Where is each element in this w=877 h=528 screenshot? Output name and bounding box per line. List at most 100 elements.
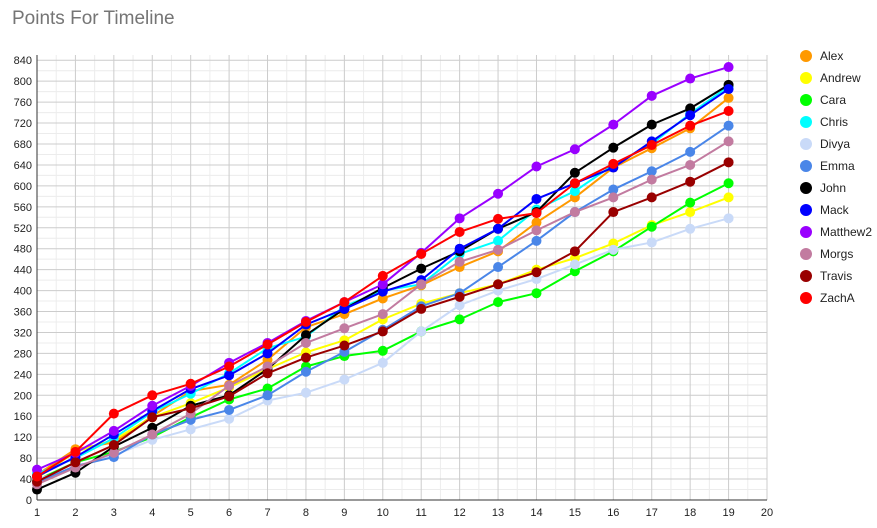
legend-swatch <box>800 248 812 260</box>
legend-item-chris: Chris <box>800 115 848 129</box>
data-point-morgs <box>416 279 427 290</box>
data-point-morgs <box>454 256 465 267</box>
data-point-zacha <box>185 378 196 389</box>
data-point-andrew <box>685 207 696 218</box>
data-point-matthew2 <box>531 161 542 172</box>
data-point-zacha <box>454 226 465 237</box>
legend-item-travis: Travis <box>800 269 852 283</box>
data-point-morgs <box>147 429 158 440</box>
data-point-john <box>608 142 619 153</box>
legend-swatch <box>800 204 812 216</box>
data-point-travis <box>300 352 311 363</box>
data-point-morgs <box>531 225 542 236</box>
data-point-travis <box>685 176 696 187</box>
x-tick-label: 14 <box>530 507 542 519</box>
legend-label: Mack <box>820 203 850 217</box>
legend-label: Morgs <box>820 247 853 261</box>
y-tick-label: 80 <box>20 453 32 465</box>
data-point-travis <box>723 157 734 168</box>
y-tick-label: 280 <box>14 348 32 360</box>
legend-item-divya: Divya <box>800 137 850 151</box>
data-point-emma <box>685 146 696 157</box>
x-tick-label: 17 <box>646 507 658 519</box>
data-point-morgs <box>377 309 388 320</box>
data-point-travis <box>224 391 235 402</box>
data-point-emma <box>224 404 235 415</box>
legend-swatch <box>800 94 812 106</box>
y-tick-label: 440 <box>14 265 32 277</box>
data-point-zacha <box>646 140 657 151</box>
legend-label: John <box>820 181 846 195</box>
y-tick-label: 800 <box>14 76 32 88</box>
x-tick-label: 8 <box>303 507 309 519</box>
legend-swatch <box>800 160 812 172</box>
data-point-matthew2 <box>608 119 619 130</box>
data-point-mack <box>493 223 504 234</box>
legend-label: Cara <box>820 93 846 107</box>
data-point-cara <box>454 314 465 325</box>
data-point-matthew2 <box>569 144 580 155</box>
series-lines <box>32 62 734 495</box>
legend-label: Travis <box>820 269 852 283</box>
y-tick-label: 0 <box>26 495 32 507</box>
legend-swatch <box>800 50 812 62</box>
data-point-zacha <box>723 106 734 117</box>
data-point-andrew <box>723 192 734 203</box>
data-point-morgs <box>608 192 619 203</box>
data-point-matthew2 <box>723 62 734 73</box>
x-tick-label: 15 <box>569 507 581 519</box>
legend-label: Alex <box>820 49 843 63</box>
data-point-mack <box>531 193 542 204</box>
data-point-emma <box>262 390 273 401</box>
legend-item-andrew: Andrew <box>800 71 861 85</box>
data-point-zacha <box>32 471 42 482</box>
x-tick-label: 6 <box>226 507 232 519</box>
y-tick-label: 840 <box>14 55 32 67</box>
y-tick-label: 600 <box>14 181 32 193</box>
data-point-emma <box>531 235 542 246</box>
x-tick-label: 16 <box>607 507 619 519</box>
data-point-morgs <box>108 447 119 458</box>
legend-item-zacha: ZachA <box>800 291 855 305</box>
data-point-emma <box>646 166 657 177</box>
y-tick-label: 160 <box>14 411 32 423</box>
legend-swatch <box>800 138 812 150</box>
data-point-morgs <box>569 207 580 218</box>
data-point-zacha <box>339 297 350 308</box>
legend-item-cara: Cara <box>800 93 846 107</box>
data-point-emma <box>608 184 619 195</box>
x-tick-label: 1 <box>34 507 40 519</box>
data-point-cara <box>723 178 734 189</box>
x-tick-label: 4 <box>149 507 155 519</box>
legend-item-matthew2: Matthew2 <box>800 225 872 239</box>
data-point-zacha <box>377 270 388 281</box>
data-point-travis <box>147 412 158 423</box>
data-point-travis <box>70 457 81 468</box>
tick-labels: 0408012016020024028032036040044048052056… <box>14 55 773 519</box>
data-point-john <box>646 119 657 130</box>
data-point-zacha <box>70 446 81 457</box>
data-point-travis <box>185 403 196 414</box>
x-tick-label: 20 <box>761 507 773 519</box>
y-tick-label: 640 <box>14 160 32 172</box>
data-point-morgs <box>339 323 350 334</box>
data-point-travis <box>531 267 542 278</box>
y-tick-label: 240 <box>14 369 32 381</box>
data-point-mack <box>224 370 235 381</box>
data-point-zacha <box>569 178 580 189</box>
legend-item-mack: Mack <box>800 203 850 217</box>
legend-label: Andrew <box>820 71 861 85</box>
data-point-divya <box>339 374 350 385</box>
legend: Alex Andrew Cara Chris Divya Emma John Mack Matt… <box>800 49 872 305</box>
data-point-divya <box>377 357 388 368</box>
legend-item-alex: Alex <box>800 49 843 63</box>
x-tick-label: 2 <box>72 507 78 519</box>
data-point-matthew2 <box>377 279 388 290</box>
data-point-divya <box>454 300 465 311</box>
data-point-travis <box>339 340 350 351</box>
data-point-cara <box>493 297 504 308</box>
y-tick-label: 480 <box>14 244 32 256</box>
y-tick-label: 360 <box>14 307 32 319</box>
data-point-divya <box>646 237 657 248</box>
